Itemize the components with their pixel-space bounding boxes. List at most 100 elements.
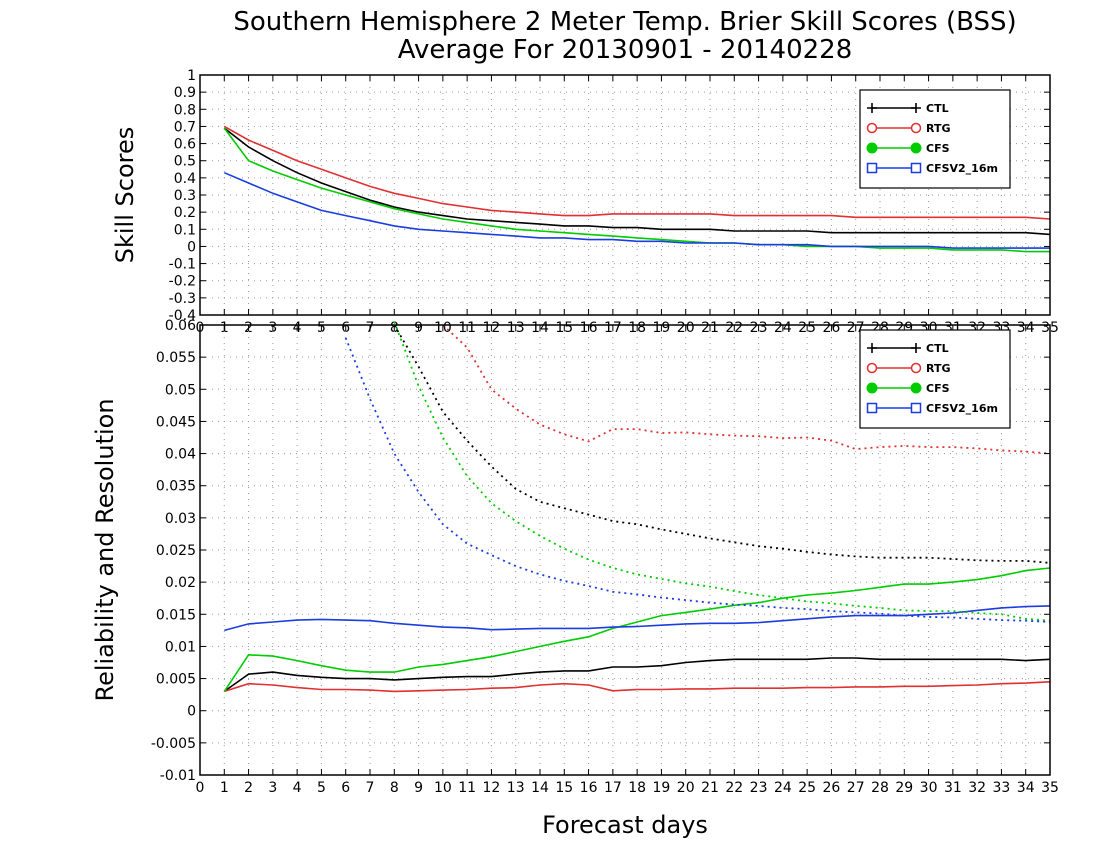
series-line-cfs [223,567,1051,692]
x-tick-label: 35 [1041,780,1059,796]
y-tick-label: 0.5 [174,154,196,170]
legend-marker-plus [867,103,877,113]
x-tick-label: 5 [317,780,326,796]
chart-title-line2: Average For 20130901 - 20140228 [398,35,853,65]
x-tick-label: 19 [653,780,671,796]
series-line-ctl [223,657,1051,693]
legend-label-rtg: RTG [926,362,951,375]
y-tick-label: 0.035 [156,479,196,495]
y-tick-label: -0.005 [151,736,196,752]
y-tick-label: 0.03 [165,511,196,527]
legend-marker-circle-filled [910,142,922,154]
x-axis-label: Forecast days [542,811,708,839]
legend-label-rtg: RTG [926,122,951,135]
x-tick-label: 32 [968,780,986,796]
x-tick-label: 21 [701,780,719,796]
x-tick-label: 22 [725,780,743,796]
series-line-cfs-dotted [393,321,1051,622]
legend-label-ctl: CTL [926,102,949,115]
series-line-cfsv2-16m [224,605,1051,632]
y-tick-label: 0.055 [156,350,196,366]
x-tick-label: 20 [677,780,695,796]
x-tick-label: 15 [555,780,573,796]
series-line-rtg [224,681,1051,693]
legend-marker-plus [911,103,921,113]
y-tick-label: 0 [187,239,196,255]
series-line-rtg [223,125,1051,220]
legend-marker-circle-filled [866,142,878,154]
y-tick-label: 0.7 [174,119,196,135]
x-tick-label: 4 [293,780,302,796]
y-tick-label: 0.2 [174,205,196,221]
y-tick-label: 0.06 [165,318,196,334]
skill-score-panel: -0.4-0.3-0.2-0.100.10.20.30.40.50.60.70.… [169,68,1059,336]
legend-marker-circle-open [866,362,878,374]
legend-marker-circle-open [866,122,878,134]
y-tick-label: -0.3 [169,291,196,307]
y-tick-label: 0.04 [165,447,196,463]
x-tick-label: 3 [268,780,277,796]
x-tick-label: 29 [895,780,913,796]
x-tick-label: 11 [458,780,476,796]
x-tick-label: 26 [823,780,841,796]
x-tick-label: 28 [871,780,889,796]
legend-box [859,89,1011,189]
x-tick-label: 31 [944,780,962,796]
legend-box [859,329,1011,429]
y-tick-label: 0 [187,704,196,720]
x-tick-label: 27 [847,780,865,796]
y-tick-label: 0.01 [165,639,196,655]
legend-marker-square-open [866,402,878,414]
y-tick-label: 0.025 [156,543,196,559]
legend-marker-circle-filled [866,382,878,394]
legend-marker-square-open [910,162,922,174]
x-tick-label: 0 [196,780,205,796]
x-tick-label: 8 [390,780,399,796]
series-line-cfs [223,127,1050,253]
y-tick-label: 0.6 [174,137,196,153]
y-tick-label: -0.01 [160,768,196,784]
reliability-resolution-panel: -0.01 -0.005 0 0.005 0.01 0.015 0.02 0.025 0.03 0… [151,318,1059,796]
legend-label-cfsv2-16m: CFSV2_16m [926,402,998,415]
x-tick-label: 30 [920,780,938,796]
legend: CTL RTG CFS CFSV2_16m [859,329,1011,429]
x-tick-label: 1 [220,780,229,796]
legend-marker-circle-open [910,362,922,374]
y-tick-label: 0.1 [174,222,196,238]
legend-marker-square-open [910,402,922,414]
x-tick-label: 9 [414,780,423,796]
x-tick-label: 14 [531,780,549,796]
y-tick-label: 0.8 [174,102,196,118]
x-tick-label: 24 [774,780,792,796]
x-tick-label: 2 [244,780,253,796]
legend-marker-plus [911,343,921,353]
x-tick-label: 23 [750,780,768,796]
legend-marker-circle-filled [910,382,922,394]
x-tick-label: 17 [604,780,622,796]
y-tick-label: 0.05 [165,382,196,398]
x-tick-label: 33 [993,780,1011,796]
y-tick-label: 0.005 [156,672,196,688]
y-tick-label: 0.015 [156,607,196,623]
legend-marker-circle-open [910,122,922,134]
x-tick-label: 16 [580,780,598,796]
x-tick-label: 25 [798,780,816,796]
series-line-ctl [223,127,1051,236]
legend-marker-square-open [866,162,878,174]
y-tick-label: 0.045 [156,414,196,430]
x-tick-label: 13 [507,780,525,796]
legend-label-cfs: CFS [926,142,950,155]
legend-marker-plus [867,343,877,353]
legend-label-ctl: CTL [926,342,949,355]
legend-label-cfsv2-16m: CFSV2_16m [926,162,998,175]
y-tick-label: -0.1 [169,257,196,273]
legend-label-cfs: CFS [926,382,950,395]
series-line-cfsv2-16m [223,171,1050,249]
y-tick-label: 0.9 [174,85,196,101]
x-tick-label: 7 [366,780,375,796]
bottom-y-axis-label: Reliability and Resolution [91,398,119,701]
legend: CTL RTG CFS CFSV2_16m [859,89,1011,189]
y-tick-label: 0.3 [174,188,196,204]
top-y-axis-label: Skill Scores [111,127,139,264]
